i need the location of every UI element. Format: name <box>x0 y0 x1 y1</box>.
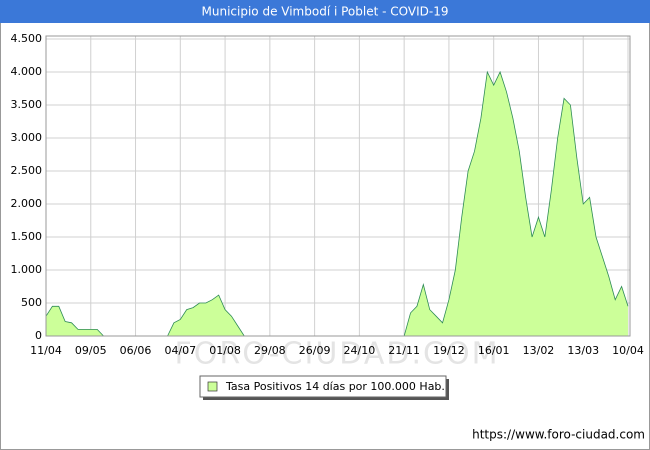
x-tick-label: 21/11 <box>388 344 420 357</box>
y-tick-label: 3.500 <box>11 98 43 111</box>
x-tick-label: 13/03 <box>567 344 599 357</box>
y-tick-label: 1.500 <box>11 230 43 243</box>
y-tick-label: 2.500 <box>11 164 43 177</box>
x-tick-label: 19/12 <box>433 344 465 357</box>
legend <box>199 375 447 398</box>
y-tick-label: 2.000 <box>11 197 43 210</box>
x-tick-label: 26/09 <box>299 344 331 357</box>
y-tick-label: 3.000 <box>11 131 43 144</box>
area <box>46 72 628 336</box>
y-tick-label: 4.500 <box>11 32 43 45</box>
watermark: FORO-CIUDAD.COM <box>175 337 500 372</box>
y-tick-label: 4.000 <box>11 65 43 78</box>
y-tick-label: 0 <box>35 329 42 342</box>
title-bar <box>0 0 650 23</box>
legend-swatch <box>207 381 218 392</box>
y-tick-label: 500 <box>21 296 42 309</box>
x-tick-label: 04/07 <box>164 344 196 357</box>
source: https://www.foro-ciudad.com <box>472 428 645 442</box>
x-tick-label: 11/04 <box>30 344 62 357</box>
x-tick-label: 16/01 <box>478 344 510 357</box>
plot-border <box>45 35 631 337</box>
chart-title: Municipio de Vimbodí i Poblet - COVID-19 <box>202 5 449 19</box>
legend-label: Tasa Positivos 14 días por 100.000 Hab. <box>225 380 445 393</box>
x-tick-label: 24/10 <box>344 344 376 357</box>
x-tick-label: 09/05 <box>75 344 107 357</box>
x-tick-label: 06/06 <box>120 344 152 357</box>
x-tick-label: 13/02 <box>523 344 555 357</box>
y-tick-label: 1.000 <box>11 263 43 276</box>
x-tick-label: 10/04 <box>612 344 644 357</box>
x-tick-label: 29/08 <box>254 344 286 357</box>
x-tick-label: 01/08 <box>209 344 241 357</box>
